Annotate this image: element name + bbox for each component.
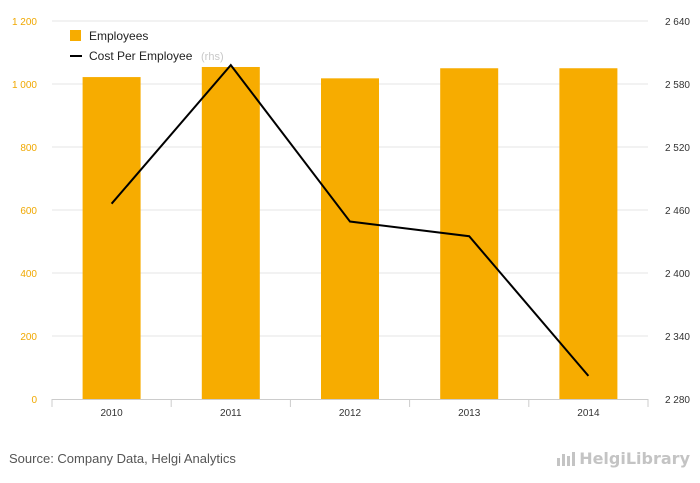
legend-label-employees: Employees <box>89 29 148 43</box>
right-tick-label: 2 580 <box>665 80 690 91</box>
brand-logo: HelgiLibrary <box>557 449 690 468</box>
axes: 0 200 400 600 800 1 000 1 200 2 280 2 340 2 400 2 … <box>12 17 690 419</box>
left-tick-label: 1 000 <box>12 80 37 91</box>
legend-rhs-note: (rhs) <box>201 51 224 63</box>
bar-employees-2011 <box>201 66 260 400</box>
bar-series-employees <box>82 66 618 400</box>
right-tick-label: 2 460 <box>665 206 690 217</box>
right-tick-label: 2 520 <box>665 143 690 154</box>
left-tick-label: 0 <box>31 395 37 406</box>
x-tick-label: 2010 <box>100 408 123 419</box>
line-series-cost-per-employee <box>110 63 590 377</box>
x-tick-label: 2012 <box>339 408 362 419</box>
left-tick-label: 200 <box>20 332 37 343</box>
legend: Employees Cost Per Employee (rhs) <box>70 29 224 63</box>
x-tick-label: 2011 <box>220 408 242 419</box>
library-icon <box>557 451 576 466</box>
right-tick-label: 2 400 <box>665 269 690 280</box>
x-tick-label: 2013 <box>458 408 481 419</box>
left-tick-label: 600 <box>20 206 37 217</box>
bar-employees-2014 <box>559 68 618 399</box>
chart: 0 200 400 600 800 1 000 1 200 2 280 2 340 2 400 2 … <box>12 17 690 419</box>
left-tick-label: 400 <box>20 269 37 280</box>
left-tick-label: 1 200 <box>12 17 37 28</box>
right-tick-label: 2 640 <box>665 17 690 28</box>
right-tick-label: 2 340 <box>665 332 690 343</box>
left-tick-label: 800 <box>20 143 37 154</box>
legend-swatch-employees <box>70 30 81 41</box>
legend-label-cost-per-employee: Cost Per Employee <box>89 49 193 63</box>
source-note: Source: Company Data, Helgi Analytics <box>9 451 236 466</box>
bar-employees-2010 <box>82 77 141 399</box>
brand-name: HelgiLibrary <box>579 449 690 468</box>
x-tick-label: 2014 <box>577 408 600 419</box>
right-tick-label: 2 280 <box>665 395 690 406</box>
bar-employees-2012 <box>321 78 379 399</box>
